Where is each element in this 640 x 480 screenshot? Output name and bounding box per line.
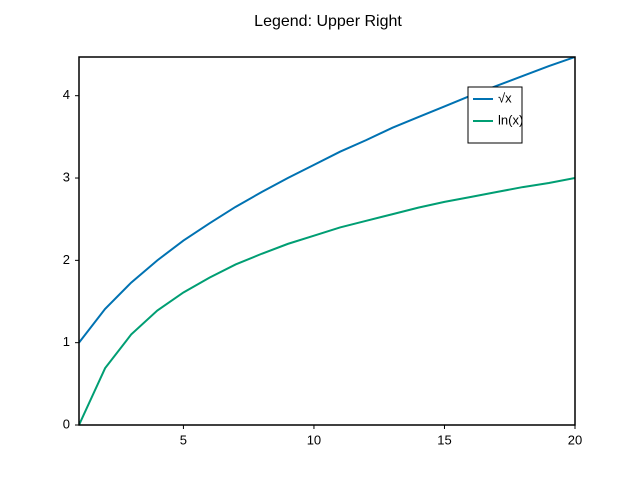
y-tick-label: 0 — [63, 416, 70, 431]
y-tick-label: 2 — [63, 252, 70, 267]
legend-label: ln(x) — [498, 112, 523, 127]
y-tick-label: 1 — [63, 334, 70, 349]
y-tick-label: 4 — [63, 87, 70, 102]
chart-title: Legend: Upper Right — [254, 13, 402, 30]
legend-label: √x — [498, 90, 512, 105]
x-tick-label: 10 — [307, 432, 321, 447]
x-tick-label: 20 — [568, 432, 582, 447]
x-tick-label: 5 — [180, 432, 187, 447]
plot-frame — [78, 56, 576, 426]
x-tick-label: 15 — [437, 432, 451, 447]
y-tick-label: 3 — [63, 169, 70, 184]
legend-box — [467, 86, 523, 144]
line-series — [79, 177, 575, 425]
